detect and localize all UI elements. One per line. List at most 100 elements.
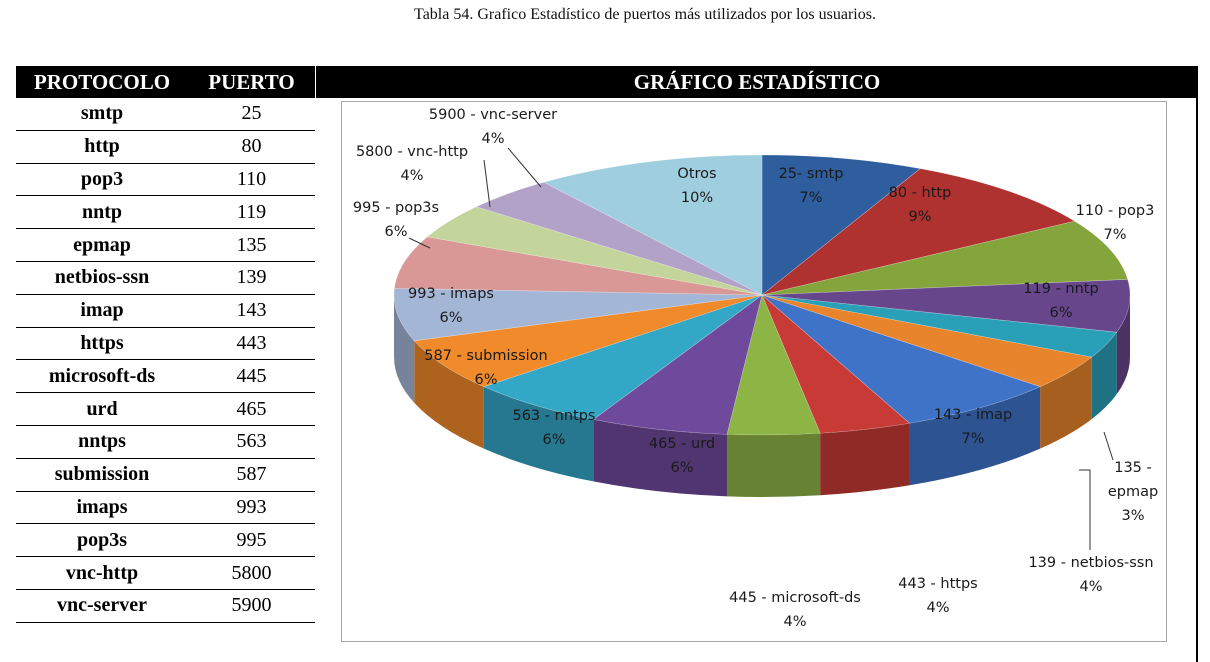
header-puerto: PUERTO: [208, 69, 295, 94]
slice-label: 465 - urd 6%: [649, 436, 715, 476]
pie-slice-2: [761, 168, 1076, 296]
pie-side-12: [414, 340, 484, 449]
table-body: smtp 25 http 80 pop3 110 nntp 119 epmap 135 netbio…: [16, 98, 315, 623]
port-cell: 995: [236, 528, 267, 551]
table-row: nntp 119: [16, 196, 315, 230]
right-border: [1196, 66, 1198, 662]
table-row: microsoft-ds 445: [16, 360, 315, 394]
table-row: pop3 110: [16, 164, 315, 197]
table-row: netbios-ssn 139: [16, 262, 315, 295]
table-row: https 443: [16, 328, 315, 361]
slice-label: 143 - imap 7%: [934, 407, 1012, 447]
leader-line: [483, 159, 491, 208]
protocol-cell: smtp: [80, 102, 124, 125]
port-cell: 80: [241, 135, 262, 158]
table-row: urd 465: [16, 393, 315, 426]
pie-slice-8: [761, 294, 911, 434]
chart-title: GRÁFICO ESTADÍSTICO: [316, 66, 1198, 98]
slice-label: 587 - submission 6%: [424, 348, 547, 388]
pie-side-13: [394, 295, 415, 403]
port-cell: 135: [236, 233, 267, 256]
protocol-cell: vnc-http: [65, 561, 139, 584]
slice-label: 119 - nntp 6%: [1023, 281, 1098, 321]
slice-label: 25- smtp 7%: [779, 166, 844, 206]
leader-line: [408, 237, 431, 249]
protocol-cell: netbios-ssn: [54, 266, 150, 289]
pie-slice-10: [592, 294, 763, 435]
protocol-cell: nntps: [78, 430, 126, 453]
pie-top: [393, 154, 1131, 436]
protocol-cell: http: [84, 135, 120, 158]
slice-label: 563 - nntps 6%: [513, 408, 596, 448]
pie-side-7: [909, 386, 1041, 486]
port-cell: 465: [236, 397, 267, 420]
table-caption: Tabla 54. Grafico Estadístico de puertos…: [414, 6, 876, 23]
port-cell: 119: [236, 200, 267, 223]
slice-label: 110 - pop3 7%: [1076, 203, 1155, 243]
pie-slice-9: [726, 294, 821, 436]
pie-slice-12: [413, 294, 763, 388]
pie-side-4: [1116, 295, 1130, 395]
protocol-cell: imap: [80, 299, 124, 322]
protocol-cell: https: [80, 331, 124, 354]
table-row: http 80: [16, 131, 315, 164]
protocol-cell: vnc-server: [57, 594, 147, 617]
table-row: vnc-http 5800: [16, 557, 315, 590]
slice-label: 995 - pop3s 6%: [353, 200, 439, 240]
pie-side-10: [593, 419, 728, 497]
protocol-cell: imaps: [76, 495, 128, 518]
pie-slice-15: [426, 206, 763, 296]
pie-slice-7: [761, 294, 1041, 424]
pie-slice-5: [761, 294, 1118, 358]
pie-slice-14: [394, 236, 763, 296]
port-cell: 25: [241, 102, 262, 125]
pie-side-walls: [394, 295, 1130, 497]
pie-slice-17: [542, 154, 763, 296]
table-row: pop3s 995: [16, 524, 315, 558]
slice-label: 445 - microsoft-ds 4%: [729, 590, 861, 630]
table-row: smtp 25: [16, 98, 315, 131]
pie-labels: 25- smtp 7% 80 - http 9% 110 - pop3 7% 119 - n…: [353, 107, 1158, 630]
table-row: imap 143: [16, 295, 315, 328]
protocol-cell: epmap: [73, 233, 131, 256]
table-row: imaps 993: [16, 492, 315, 525]
leader-line: [507, 147, 542, 188]
pie-slice-16: [475, 181, 763, 296]
pie-slice-11: [483, 294, 763, 420]
protocol-cell: microsoft-ds: [48, 364, 156, 387]
port-cell: 5800: [231, 561, 272, 584]
pie-side-11: [483, 386, 594, 482]
header-protocolo: PROTOCOLO: [33, 69, 171, 94]
pie-side-8: [820, 423, 910, 496]
leader-line: [1103, 431, 1114, 461]
slice-label: 443 - https 4%: [898, 576, 977, 616]
port-cell: 143: [236, 299, 267, 322]
pie-side-9: [727, 433, 821, 497]
port-cell: 139: [236, 266, 267, 289]
port-cell: 110: [236, 167, 267, 190]
pie-slice-3: [761, 220, 1129, 296]
table-row: nntps 563: [16, 426, 315, 459]
protocol-cell: urd: [86, 397, 118, 420]
pie-side-6: [1040, 357, 1092, 449]
pie-slice-1: [761, 154, 921, 296]
slice-label: 5800 - vnc-http 4%: [356, 144, 468, 184]
port-cell: 5900: [231, 594, 272, 617]
port-cell: 587: [236, 463, 267, 486]
protocol-cell: nntp: [81, 200, 123, 223]
leader-line: [1079, 469, 1091, 550]
pie-slice-4: [761, 279, 1131, 333]
table-row: vnc-server 5900: [16, 590, 315, 623]
pie-slice-13: [393, 288, 763, 342]
slice-label: 135 -epmap 3%: [1108, 460, 1158, 524]
table-row: epmap 135: [16, 229, 315, 262]
port-cell: 993: [236, 495, 267, 518]
slice-label: 139 - netbios-ssn 4%: [1028, 555, 1153, 595]
port-cell: 445: [236, 364, 267, 387]
slice-label: 5900 - vnc-server 4%: [429, 107, 557, 147]
protocol-cell: pop3s: [76, 528, 128, 551]
table-row: submission 587: [16, 459, 315, 492]
ports-table: PROTOCOLO PUERTO smtp 25 http 80 pop3 110 nntp…: [16, 66, 315, 623]
protocol-cell: submission: [54, 463, 150, 486]
